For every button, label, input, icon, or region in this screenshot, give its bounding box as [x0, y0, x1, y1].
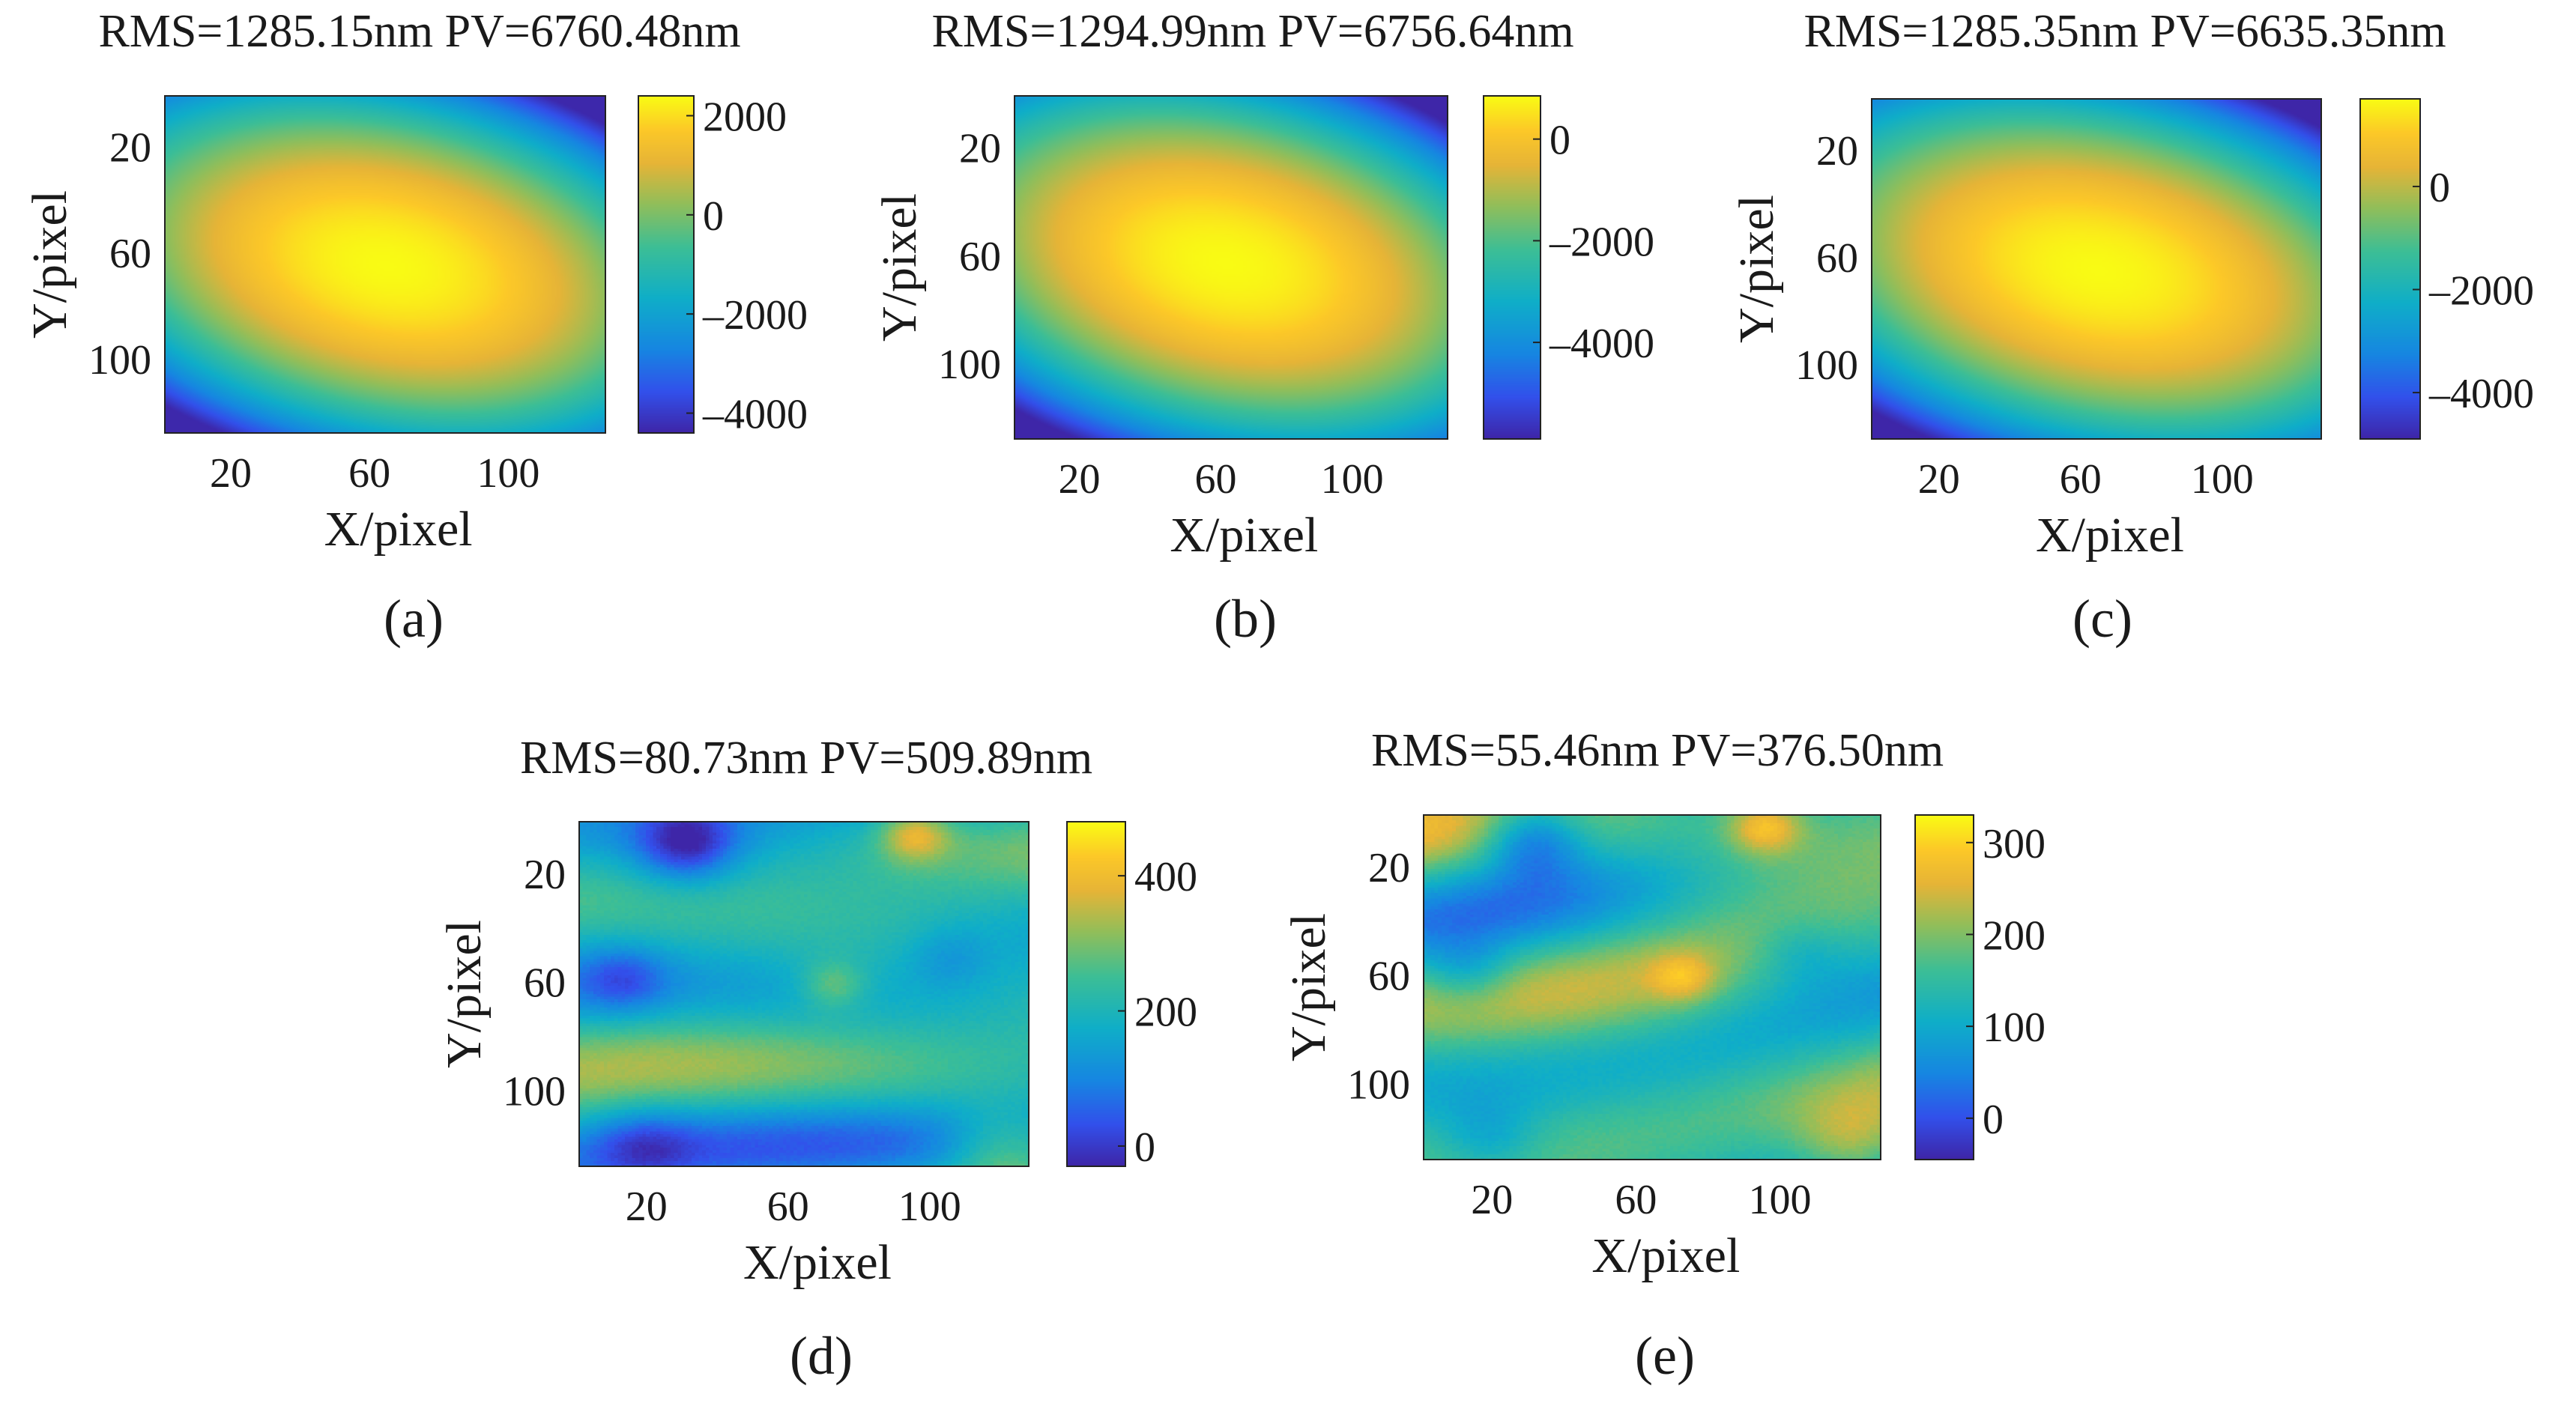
colorbar-tick-label: 2000 [703, 94, 787, 140]
colorbar-tick-label: 0 [2429, 165, 2450, 211]
colorbar: 0 –2000 –4000 [2359, 98, 2534, 440]
colorbar-gradient [2360, 99, 2420, 439]
colorbar-frame [1066, 821, 1126, 1167]
heatmap-surface [165, 96, 605, 433]
colorbar-tick-label: –2000 [1549, 219, 1654, 265]
x-tick-label: 100 [1749, 1177, 1812, 1223]
x-tick-label: 20 [626, 1184, 668, 1230]
colorbar-frame [1483, 95, 1541, 440]
colorbar-tick-label: 100 [1983, 1005, 2046, 1051]
x-tick-label: 20 [1918, 456, 1960, 503]
y-tick-label: 60 [959, 234, 1001, 280]
y-tick-label: 20 [109, 124, 151, 171]
colorbar-tick-label: 400 [1134, 854, 1197, 900]
panel-label: (e) [1635, 1326, 1695, 1386]
x-axis-label: X/pixel [324, 502, 473, 557]
y-axis-label: Y/pixel [22, 190, 77, 339]
plot-frame [578, 821, 1030, 1167]
x-axis-label: X/pixel [743, 1235, 892, 1290]
y-tick-label: 100 [503, 1069, 566, 1115]
colorbar: 400 200 0 [1066, 821, 1197, 1171]
colorbar-tick-label: 200 [1983, 912, 2046, 959]
colorbar-frame [2359, 98, 2421, 440]
panel-a: RMS=1285.15nm PV=6760.48nm 20 60 100 20 60 100… [22, 6, 808, 649]
colorbar-gradient [638, 96, 694, 433]
y-tick-label: 60 [1368, 954, 1410, 1000]
x-axis-label: X/pixel [1591, 1228, 1740, 1283]
panel-label: (a) [384, 589, 444, 649]
colorbar-tick-label: –2000 [702, 292, 808, 339]
x-tick-label: 20 [210, 450, 252, 497]
panel-c: RMS=1285.35nm PV=6635.35nm 20 60 100 20 60 100… [1729, 6, 2534, 649]
panel-label: (c) [2072, 589, 2132, 649]
x-tick-label: 60 [767, 1184, 809, 1230]
x-tick-label: 100 [1321, 456, 1384, 503]
x-tick-label: 100 [898, 1184, 961, 1230]
x-tick-label: 60 [348, 450, 390, 497]
x-tick-label: 100 [477, 450, 539, 497]
colorbar: 2000 0 –2000 –4000 [638, 94, 808, 438]
colorbar-tick-label: –4000 [2428, 371, 2534, 417]
x-tick-label: 20 [1058, 456, 1100, 503]
colorbar: 300 200 100 0 [1914, 814, 2046, 1160]
y-tick-label: 60 [1816, 235, 1858, 282]
colorbar-frame [1914, 814, 1974, 1160]
panel-label: (d) [790, 1326, 853, 1386]
colorbar-tick-label: 0 [1549, 118, 1570, 164]
colorbar-tick-label: –4000 [1549, 321, 1654, 367]
colorbar-tick-label: 0 [703, 193, 724, 240]
plot-title: RMS=55.46nm PV=376.50nm [1371, 725, 1944, 776]
heatmap-surface [1015, 96, 1448, 439]
panel-b: RMS=1294.99nm PV=6756.64nm 20 60 100 20 60 100… [872, 6, 1654, 649]
heatmap-surface [579, 822, 1029, 1166]
x-axis-label: X/pixel [2036, 508, 2184, 563]
plot-frame [1014, 95, 1448, 440]
colorbar-frame [638, 95, 695, 434]
x-tick-label: 60 [2060, 456, 2102, 503]
plot-title: RMS=1285.15nm PV=6760.48nm [98, 6, 740, 57]
y-tick-label: 20 [1368, 845, 1410, 891]
y-tick-label: 60 [109, 231, 151, 277]
colorbar-tick-label: 0 [1983, 1097, 2004, 1143]
y-tick-label: 20 [959, 126, 1001, 172]
x-tick-label: 60 [1195, 456, 1237, 503]
plot-frame [164, 95, 606, 434]
y-tick-label: 20 [524, 852, 566, 898]
colorbar-gradient [1067, 822, 1125, 1166]
colorbar-tick-label: –4000 [702, 392, 808, 438]
colorbar-tick-label: 0 [1134, 1124, 1155, 1171]
y-tick-label: 100 [1795, 342, 1858, 389]
colorbar-tick-label: 300 [1983, 821, 2046, 867]
colorbar: 0 –2000 –4000 [1483, 95, 1654, 440]
y-tick-label: 100 [88, 337, 151, 384]
y-tick-label: 20 [1816, 128, 1858, 175]
x-tick-label: 100 [2191, 456, 2254, 503]
colorbar-tick-label: –2000 [2428, 268, 2534, 315]
plot-frame [1871, 98, 2322, 440]
y-tick-label: 100 [938, 342, 1001, 388]
heatmap-surface [1872, 99, 2321, 439]
plot-title: RMS=1294.99nm PV=6756.64nm [931, 6, 1573, 57]
y-axis-label: Y/pixel [1281, 913, 1336, 1061]
plot-frame [1423, 814, 1881, 1160]
colorbar-gradient [1915, 815, 1974, 1160]
x-axis-label: X/pixel [1170, 508, 1318, 563]
y-axis-label: Y/pixel [1729, 195, 1784, 343]
y-axis-label: Y/pixel [437, 920, 492, 1068]
y-axis-label: Y/pixel [872, 193, 927, 342]
y-tick-label: 60 [524, 960, 566, 1007]
plot-title: RMS=1285.35nm PV=6635.35nm [1803, 6, 2446, 57]
y-tick-label: 100 [1347, 1062, 1410, 1109]
panel-label: (b) [1214, 589, 1277, 649]
plot-title: RMS=80.73nm PV=509.89nm [520, 733, 1092, 784]
colorbar-gradient [1484, 96, 1541, 439]
x-tick-label: 60 [1615, 1177, 1657, 1223]
x-tick-label: 20 [1471, 1177, 1513, 1223]
heatmap-surface [1424, 815, 1881, 1160]
colorbar-tick-label: 200 [1134, 990, 1197, 1036]
